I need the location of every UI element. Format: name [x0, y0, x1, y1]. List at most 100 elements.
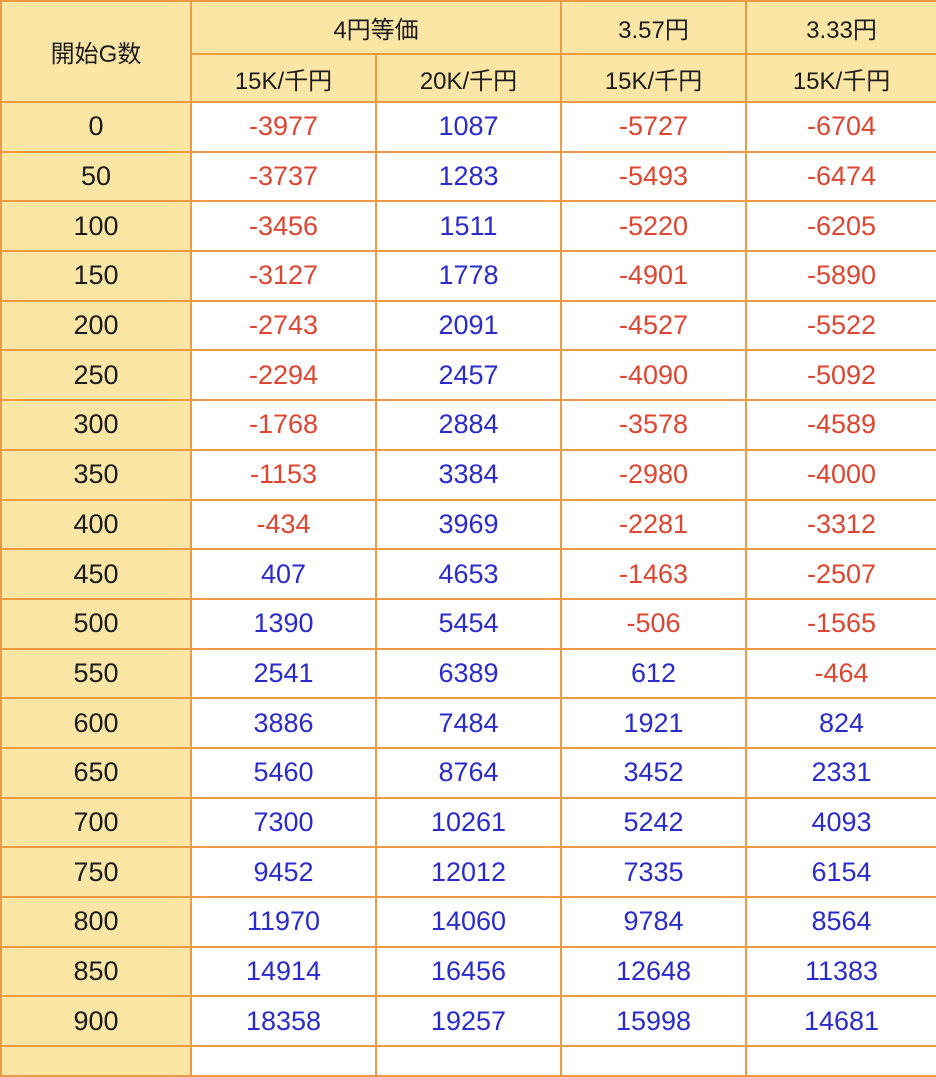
g-count-cell: 550 — [0, 647, 192, 700]
value-cell: -464 — [745, 647, 936, 700]
table-row: 450 407 4653 -1463 -2507 — [0, 548, 936, 600]
value-cell — [374, 1045, 563, 1077]
table-row: 400 -434 3969 -2281 -3312 — [0, 498, 936, 551]
value-cell: 612 — [560, 647, 748, 700]
value-cell: 14914 — [190, 945, 377, 998]
value-cell: 3452 — [560, 746, 748, 799]
value-cell: -3737 — [190, 150, 377, 203]
value-cell — [745, 1045, 936, 1077]
value-cell: -2507 — [745, 548, 936, 600]
table-row: 900 18358 19257 15998 14681 — [0, 995, 936, 1048]
value-cell: 15998 — [560, 995, 748, 1048]
g-count-cell: 0 — [0, 101, 192, 153]
table-row: 500 1390 5454 -506 -1565 — [0, 597, 936, 650]
value-cell: 1778 — [374, 250, 563, 302]
value-cell: 19257 — [374, 995, 563, 1048]
value-cell: -2980 — [560, 448, 748, 501]
group-header-4yen: 4円等価 — [189, 0, 563, 55]
value-cell: -3578 — [560, 399, 748, 451]
value-cell: 7484 — [374, 697, 563, 749]
value-cell: -2281 — [560, 498, 748, 551]
value-cell: -2294 — [190, 349, 377, 402]
g-count-cell: 150 — [0, 250, 192, 302]
group-header-333yen: 3.33円 — [745, 0, 936, 55]
value-cell: 5454 — [374, 597, 563, 650]
value-cell: 2884 — [374, 399, 563, 451]
g-count-cell: 200 — [0, 299, 192, 352]
value-cell: 12012 — [374, 846, 563, 898]
sub-header-4yen-15k: 15K/千円 — [190, 53, 377, 103]
value-cell: -1463 — [560, 548, 748, 600]
table-row: 800 11970 14060 9784 8564 — [0, 896, 936, 948]
value-cell: -3977 — [190, 101, 377, 153]
value-cell: 10261 — [374, 796, 563, 849]
value-cell: -6474 — [745, 150, 936, 203]
header-sub-row: 15K/千円 20K/千円 15K/千円 15K/千円 — [1, 53, 936, 103]
value-cell — [190, 1045, 377, 1077]
header-group-row: 開始G数 4円等価 3.57円 3.33円 — [0, 0, 936, 103]
value-cell: 2457 — [374, 349, 563, 402]
value-cell: 9784 — [560, 896, 748, 948]
g-count-cell: 300 — [0, 399, 192, 451]
value-cell — [560, 1045, 748, 1077]
corner-header-gcount: 開始G数 — [0, 0, 192, 103]
g-count-cell: 500 — [0, 597, 192, 650]
sub-header-4yen-20k: 20K/千円 — [374, 53, 563, 103]
value-cell: 3969 — [374, 498, 563, 551]
value-cell: -4527 — [560, 299, 748, 352]
value-cell: 1087 — [374, 101, 563, 153]
sub-header-357yen-15k: 15K/千円 — [560, 53, 748, 103]
g-count-cell: 750 — [0, 846, 192, 898]
value-cell: 6154 — [745, 846, 936, 898]
value-cell: 5242 — [560, 796, 748, 849]
table-header: 開始G数 4円等価 3.57円 3.33円 15K/千円 20K/千円 15K/… — [0, 0, 936, 103]
value-cell: 407 — [190, 548, 377, 600]
value-cell: -506 — [560, 597, 748, 650]
table-row: 850 14914 16456 12648 11383 — [0, 945, 936, 998]
table-row: 600 3886 7484 1921 824 — [0, 697, 936, 749]
value-cell: -5727 — [560, 101, 748, 153]
value-cell: -4000 — [745, 448, 936, 501]
value-cell: -1153 — [190, 448, 377, 501]
value-cell: -6205 — [745, 200, 936, 253]
g-count-cell: 100 — [0, 200, 192, 253]
value-cell: 18358 — [190, 995, 377, 1048]
table-row: 300 -1768 2884 -3578 -4589 — [0, 399, 936, 451]
value-cell: -5220 — [560, 200, 748, 253]
value-cell: 3384 — [374, 448, 563, 501]
value-cell: 1511 — [374, 200, 563, 253]
value-cell: -3127 — [190, 250, 377, 302]
table-row: 750 9452 12012 7335 6154 — [0, 846, 936, 898]
value-cell: 11383 — [745, 945, 936, 998]
value-cell: 1283 — [374, 150, 563, 203]
g-count-cell: 700 — [0, 796, 192, 849]
value-cell: -6704 — [745, 101, 936, 153]
g-count-cell: 350 — [0, 448, 192, 501]
value-cell: -3456 — [190, 200, 377, 253]
value-cell: 12648 — [560, 945, 748, 998]
g-count-cell: 650 — [0, 746, 192, 799]
value-cell: -4589 — [745, 399, 936, 451]
value-cell: -4090 — [560, 349, 748, 402]
value-cell: 2091 — [374, 299, 563, 352]
table-row: 700 7300 10261 5242 4093 — [0, 796, 936, 849]
value-cell: 14681 — [745, 995, 936, 1048]
value-cell: 1390 — [190, 597, 377, 650]
table-row: 350 -1153 3384 -2980 -4000 — [0, 448, 936, 501]
partial-clipped-row — [0, 1045, 936, 1077]
value-cell: 7335 — [560, 846, 748, 898]
value-cell: -5890 — [745, 250, 936, 302]
value-cell: -4901 — [560, 250, 748, 302]
value-cell: 8564 — [745, 896, 936, 948]
table-row: 650 5460 8764 3452 2331 — [0, 746, 936, 799]
value-cell: -1768 — [190, 399, 377, 451]
value-cell: 14060 — [374, 896, 563, 948]
table-row: 250 -2294 2457 -4090 -5092 — [0, 349, 936, 402]
value-cell: 3886 — [190, 697, 377, 749]
value-cell: 4653 — [374, 548, 563, 600]
g-count-cell: 800 — [0, 896, 192, 948]
g-count-cell: 50 — [0, 150, 192, 203]
value-cell: 2541 — [190, 647, 377, 700]
value-cell: -2743 — [190, 299, 377, 352]
g-count-cell: 900 — [0, 995, 192, 1048]
